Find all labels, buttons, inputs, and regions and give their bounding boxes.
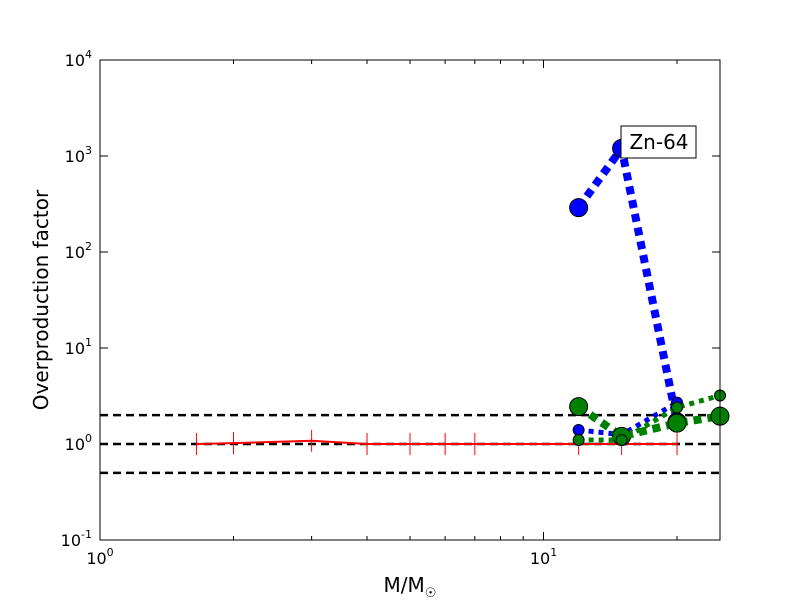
x-tick-label-1: 101: [530, 546, 557, 568]
plot-frame: [99, 59, 721, 541]
series-4-point-0: [572, 434, 585, 447]
y-tick-label-4: 103: [65, 144, 92, 166]
series-4-line: [578, 393, 721, 443]
x-axis-title: M/M☉: [384, 573, 437, 600]
x-axis-title-main: M/M: [384, 573, 425, 597]
y-tick-label-exponent-4: 3: [85, 144, 92, 157]
x-tick-label-exponent-0: 0: [107, 546, 114, 559]
y-tick-label-exponent-2: 1: [85, 336, 92, 349]
annotation-frame: [620, 125, 697, 159]
y-tick-label-2: 101: [65, 336, 92, 358]
x-tick-label-base-0: 10: [86, 549, 106, 568]
series-2-point-0: [572, 423, 585, 436]
series-3-line: [576, 403, 721, 441]
y-tick-label-5: 104: [65, 48, 92, 70]
y-tick-label-base-2: 10: [65, 339, 85, 358]
y-tick-label-exponent-0: -1: [81, 528, 92, 541]
series-0-line: [196, 439, 678, 445]
annotation-box: Zn-64: [620, 125, 697, 159]
x-tick-label-0: 100: [86, 546, 113, 568]
y-tick-label-exponent-1: 0: [85, 432, 92, 445]
y-tick-label-3: 102: [65, 240, 92, 262]
plot-area: [100, 60, 720, 540]
y-tick-label-0: 10-1: [61, 528, 92, 550]
series-4-point-2: [671, 401, 684, 414]
y-tick-label-base-1: 10: [65, 435, 85, 454]
y-axis-title: Overproduction factor: [29, 189, 53, 410]
y-tick-label-base-4: 10: [65, 147, 85, 166]
y-tick-label-exponent-5: 4: [85, 48, 92, 61]
series-layer: [195, 138, 730, 455]
series-4-point-1: [615, 434, 628, 447]
y-tick-label-base-5: 10: [65, 51, 85, 70]
annotation-label: Zn-64: [629, 130, 688, 154]
y-tick-label-exponent-3: 2: [85, 240, 92, 253]
y-tick-label-base-0: 10: [61, 531, 81, 550]
x-axis-title-subscript: ☉: [425, 586, 437, 600]
x-tick-label-base-1: 10: [530, 549, 550, 568]
x-tick-label-exponent-1: 1: [550, 546, 557, 559]
y-tick-label-base-3: 10: [65, 243, 85, 262]
series-3-point-0: [569, 397, 589, 417]
series-3-point-2: [667, 413, 687, 433]
series-1-point-0: [569, 198, 589, 218]
y-tick-label-1: 100: [65, 432, 92, 454]
